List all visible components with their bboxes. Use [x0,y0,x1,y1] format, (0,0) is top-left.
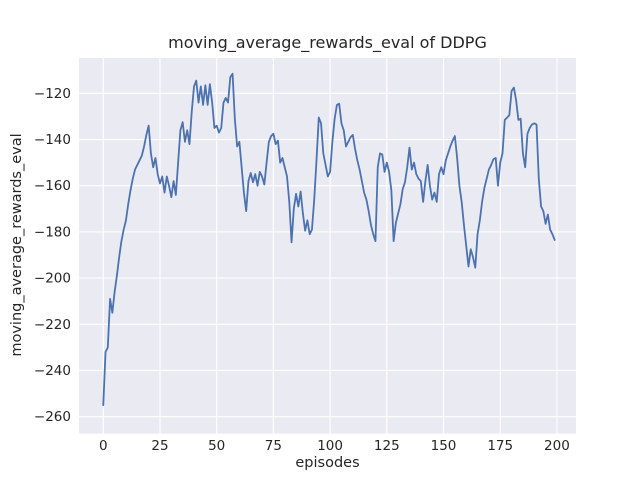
y-tick-label: −120 [34,86,71,102]
x-tick-label: 200 [544,438,570,454]
x-tick-label: 150 [431,438,457,454]
x-tick-label: 25 [151,438,168,454]
y-axis-label: moving_average_rewards_eval [9,133,25,357]
y-tick-label: −140 [34,132,71,148]
y-tick-label: −240 [34,363,71,379]
x-tick-label: 0 [99,438,108,454]
y-tick-label: −200 [34,271,71,287]
x-tick-label: 50 [208,438,225,454]
x-tick-label: 125 [374,438,400,454]
reward-line [102,72,556,407]
y-tick-label: −180 [34,224,71,240]
x-tick-label: 75 [265,438,282,454]
chart-title: moving_average_rewards_eval of DDPG [168,33,487,52]
x-tick-label: 100 [317,438,343,454]
axes-background [79,58,576,434]
x-axis-label: episodes [295,455,360,471]
y-tick-label: −160 [34,178,71,194]
x-tick-label: 175 [487,438,513,454]
y-tick-label: −220 [34,317,71,333]
y-tick-label: −260 [34,409,71,425]
